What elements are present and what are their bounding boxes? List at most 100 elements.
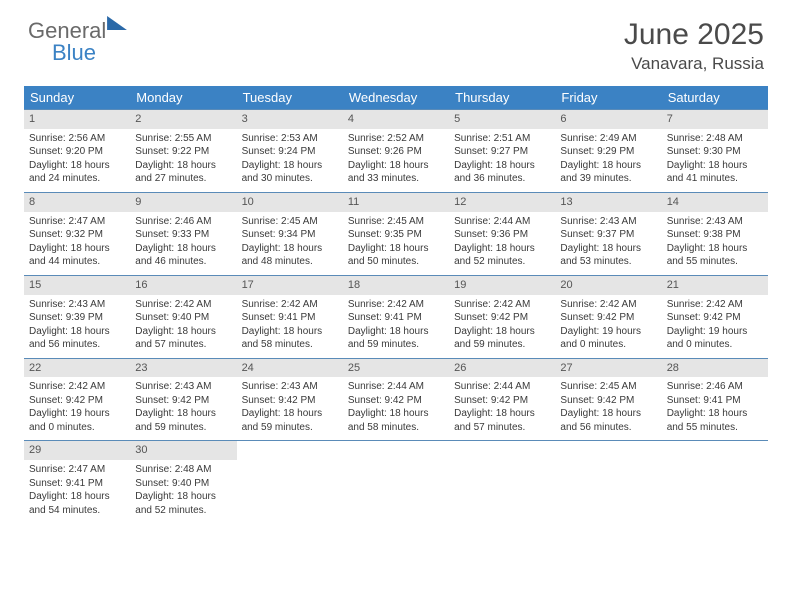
sunrise-text: Sunrise: 2:47 AM (29, 463, 125, 477)
sunrise-text: Sunrise: 2:42 AM (29, 380, 125, 394)
daylight-text: Daylight: 18 hours and 27 minutes. (135, 159, 231, 186)
day-cell: 20Sunrise: 2:42 AMSunset: 9:42 PMDayligh… (555, 275, 661, 358)
title-block: June 2025 Vanavara, Russia (624, 18, 764, 74)
sunset-text: Sunset: 9:40 PM (135, 477, 231, 491)
day-content: Sunrise: 2:44 AMSunset: 9:42 PMDaylight:… (449, 377, 555, 440)
sunset-text: Sunset: 9:27 PM (454, 145, 550, 159)
sunrise-text: Sunrise: 2:43 AM (135, 380, 231, 394)
day-number: 6 (555, 110, 661, 129)
sunset-text: Sunset: 9:40 PM (135, 311, 231, 325)
day-cell: 5Sunrise: 2:51 AMSunset: 9:27 PMDaylight… (449, 110, 555, 193)
sunrise-text: Sunrise: 2:44 AM (348, 380, 444, 394)
sunset-text: Sunset: 9:22 PM (135, 145, 231, 159)
sunset-text: Sunset: 9:42 PM (667, 311, 763, 325)
sunrise-text: Sunrise: 2:53 AM (242, 132, 338, 146)
day-cell: 12Sunrise: 2:44 AMSunset: 9:36 PMDayligh… (449, 192, 555, 275)
sunrise-text: Sunrise: 2:45 AM (242, 215, 338, 229)
sunrise-text: Sunrise: 2:42 AM (560, 298, 656, 312)
logo-text-general: General (28, 18, 106, 43)
day-number: 11 (343, 193, 449, 212)
day-cell: 23Sunrise: 2:43 AMSunset: 9:42 PMDayligh… (130, 358, 236, 441)
day-cell: 11Sunrise: 2:45 AMSunset: 9:35 PMDayligh… (343, 192, 449, 275)
daylight-text: Daylight: 18 hours and 59 minutes. (242, 407, 338, 434)
day-content: Sunrise: 2:43 AMSunset: 9:38 PMDaylight:… (662, 212, 768, 275)
day-cell: 14Sunrise: 2:43 AMSunset: 9:38 PMDayligh… (662, 192, 768, 275)
day-number: 26 (449, 359, 555, 378)
calendar-head: SundayMondayTuesdayWednesdayThursdayFrid… (24, 86, 768, 110)
day-number: 3 (237, 110, 343, 129)
day-content: Sunrise: 2:48 AMSunset: 9:30 PMDaylight:… (662, 129, 768, 192)
day-number: 21 (662, 276, 768, 295)
daylight-text: Daylight: 18 hours and 52 minutes. (135, 490, 231, 517)
day-number: 15 (24, 276, 130, 295)
day-content: Sunrise: 2:45 AMSunset: 9:34 PMDaylight:… (237, 212, 343, 275)
day-cell: 16Sunrise: 2:42 AMSunset: 9:40 PMDayligh… (130, 275, 236, 358)
daylight-text: Daylight: 18 hours and 24 minutes. (29, 159, 125, 186)
sunset-text: Sunset: 9:39 PM (29, 311, 125, 325)
weekday-wednesday: Wednesday (343, 86, 449, 110)
day-number: 5 (449, 110, 555, 129)
sunset-text: Sunset: 9:41 PM (29, 477, 125, 491)
day-number: 1 (24, 110, 130, 129)
sunset-text: Sunset: 9:34 PM (242, 228, 338, 242)
sunrise-text: Sunrise: 2:46 AM (135, 215, 231, 229)
page-title: June 2025 (624, 18, 764, 52)
daylight-text: Daylight: 18 hours and 30 minutes. (242, 159, 338, 186)
calendar-body: 1Sunrise: 2:56 AMSunset: 9:20 PMDaylight… (24, 110, 768, 524)
logo-triangle-icon (107, 16, 127, 30)
sunset-text: Sunset: 9:37 PM (560, 228, 656, 242)
day-number: 13 (555, 193, 661, 212)
day-cell (343, 441, 449, 523)
day-content: Sunrise: 2:44 AMSunset: 9:42 PMDaylight:… (343, 377, 449, 440)
sunrise-text: Sunrise: 2:55 AM (135, 132, 231, 146)
day-cell: 6Sunrise: 2:49 AMSunset: 9:29 PMDaylight… (555, 110, 661, 193)
day-number: 8 (24, 193, 130, 212)
sunset-text: Sunset: 9:42 PM (454, 311, 550, 325)
week-row: 8Sunrise: 2:47 AMSunset: 9:32 PMDaylight… (24, 192, 768, 275)
sunset-text: Sunset: 9:32 PM (29, 228, 125, 242)
day-number: 29 (24, 441, 130, 460)
daylight-text: Daylight: 18 hours and 55 minutes. (667, 407, 763, 434)
day-content: Sunrise: 2:42 AMSunset: 9:42 PMDaylight:… (24, 377, 130, 440)
day-content: Sunrise: 2:47 AMSunset: 9:32 PMDaylight:… (24, 212, 130, 275)
daylight-text: Daylight: 19 hours and 0 minutes. (667, 325, 763, 352)
day-number: 20 (555, 276, 661, 295)
day-number: 25 (343, 359, 449, 378)
day-cell: 25Sunrise: 2:44 AMSunset: 9:42 PMDayligh… (343, 358, 449, 441)
daylight-text: Daylight: 18 hours and 55 minutes. (667, 242, 763, 269)
day-cell: 22Sunrise: 2:42 AMSunset: 9:42 PMDayligh… (24, 358, 130, 441)
day-content: Sunrise: 2:56 AMSunset: 9:20 PMDaylight:… (24, 129, 130, 192)
sunset-text: Sunset: 9:33 PM (135, 228, 231, 242)
day-content: Sunrise: 2:43 AMSunset: 9:37 PMDaylight:… (555, 212, 661, 275)
day-cell: 24Sunrise: 2:43 AMSunset: 9:42 PMDayligh… (237, 358, 343, 441)
sunset-text: Sunset: 9:38 PM (667, 228, 763, 242)
day-number: 16 (130, 276, 236, 295)
day-content: Sunrise: 2:42 AMSunset: 9:42 PMDaylight:… (662, 295, 768, 358)
weekday-row: SundayMondayTuesdayWednesdayThursdayFrid… (24, 86, 768, 110)
sunrise-text: Sunrise: 2:43 AM (560, 215, 656, 229)
sunrise-text: Sunrise: 2:48 AM (135, 463, 231, 477)
daylight-text: Daylight: 18 hours and 48 minutes. (242, 242, 338, 269)
daylight-text: Daylight: 18 hours and 39 minutes. (560, 159, 656, 186)
daylight-text: Daylight: 18 hours and 58 minutes. (242, 325, 338, 352)
sunrise-text: Sunrise: 2:52 AM (348, 132, 444, 146)
week-row: 1Sunrise: 2:56 AMSunset: 9:20 PMDaylight… (24, 110, 768, 193)
daylight-text: Daylight: 18 hours and 59 minutes. (135, 407, 231, 434)
sunset-text: Sunset: 9:42 PM (29, 394, 125, 408)
day-cell: 3Sunrise: 2:53 AMSunset: 9:24 PMDaylight… (237, 110, 343, 193)
sunrise-text: Sunrise: 2:43 AM (667, 215, 763, 229)
daylight-text: Daylight: 18 hours and 59 minutes. (454, 325, 550, 352)
sunset-text: Sunset: 9:42 PM (348, 394, 444, 408)
day-cell: 13Sunrise: 2:43 AMSunset: 9:37 PMDayligh… (555, 192, 661, 275)
day-number: 14 (662, 193, 768, 212)
calendar-table: SundayMondayTuesdayWednesdayThursdayFrid… (24, 86, 768, 523)
daylight-text: Daylight: 18 hours and 56 minutes. (560, 407, 656, 434)
daylight-text: Daylight: 18 hours and 52 minutes. (454, 242, 550, 269)
sunset-text: Sunset: 9:42 PM (242, 394, 338, 408)
day-cell: 8Sunrise: 2:47 AMSunset: 9:32 PMDaylight… (24, 192, 130, 275)
location-text: Vanavara, Russia (624, 54, 764, 74)
weekday-friday: Friday (555, 86, 661, 110)
day-number: 9 (130, 193, 236, 212)
sunset-text: Sunset: 9:41 PM (667, 394, 763, 408)
sunset-text: Sunset: 9:36 PM (454, 228, 550, 242)
